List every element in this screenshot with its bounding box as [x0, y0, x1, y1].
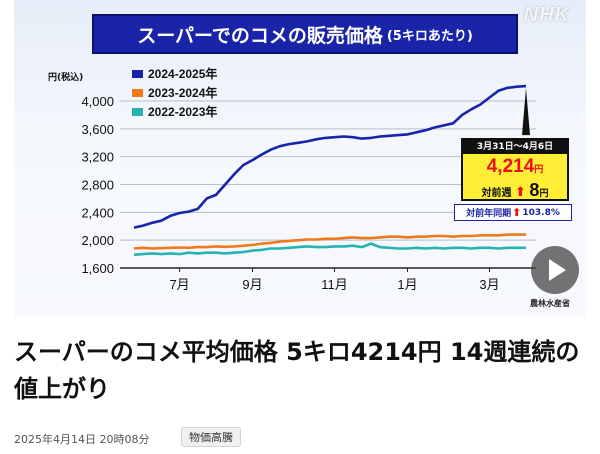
- y-tick-label: 3,600: [81, 122, 114, 137]
- price-chart: 1,600 2,000 2,400 2,800 3,200 3,600 4,000 7月 9月…: [48, 66, 536, 292]
- callout-week-label: 対前週: [481, 188, 512, 199]
- callout-price-unit: 円: [534, 165, 544, 175]
- series-line-2022-2023年: [133, 242, 526, 257]
- category-tag[interactable]: 物価高騰: [181, 427, 241, 447]
- callout-week-value: 8: [529, 180, 540, 200]
- x-tick-label: 9月: [242, 277, 262, 292]
- yoy-label: 対前年同期: [466, 209, 512, 219]
- legend-swatch: [132, 108, 143, 116]
- legend-label: 2023-2024年: [148, 85, 217, 100]
- chart-title-text: スーパーでのコメの販売価格: [137, 24, 383, 47]
- series-line-2024-2025年: [133, 84, 527, 229]
- y-tick-label: 4,000: [81, 94, 114, 109]
- latest-price-callout: 3月31日～4月6日 4,214円 対前週 ⬆ 8円: [461, 138, 569, 201]
- x-tick-label: 3月: [479, 277, 499, 292]
- up-arrow-icon: ⬆: [512, 206, 522, 219]
- callout-week-change: 対前週 ⬆ 8円: [463, 181, 567, 203]
- y-tick-label: 1,600: [81, 261, 114, 276]
- nhk-logo: NHK: [523, 4, 570, 26]
- yoy-value: 103.8%: [522, 207, 560, 218]
- legend-swatch: [132, 70, 143, 78]
- legend-label: 2024-2025年: [148, 66, 217, 81]
- x-tick-label: 11月: [321, 277, 348, 292]
- y-axis-unit-label: 円(税込): [48, 71, 83, 83]
- callout-price-value: 4,214: [486, 156, 535, 177]
- article-timestamp: 2025年4月14日 20時08分: [14, 433, 150, 446]
- legend-swatch: [132, 89, 143, 97]
- series-line-2023-2024年: [133, 233, 526, 250]
- callout-week-unit: 円: [539, 189, 549, 199]
- up-arrow-icon: ⬆: [515, 185, 526, 200]
- chart-title: スーパーでのコメの販売価格 (5キロあたり): [92, 14, 518, 54]
- callout-pointer: [522, 88, 530, 136]
- callout-date-range: 3月31日～4月6日: [463, 140, 567, 154]
- play-icon: [549, 259, 566, 281]
- video-play-button[interactable]: [531, 246, 579, 294]
- chart-panel: 1,600 2,000 2,400 2,800 3,200 3,600 4,000 7月 9月…: [14, 0, 586, 317]
- x-tick-label: 7月: [169, 277, 189, 292]
- y-tick-label: 2,400: [81, 205, 114, 220]
- x-tick-label: 1月: [397, 277, 417, 292]
- legend-label: 2022-2023年: [148, 104, 217, 119]
- article-headline: スーパーのコメ平均価格 5キロ4214円 14週連続の値上がり: [14, 338, 580, 403]
- y-tick-label: 2,800: [81, 178, 114, 193]
- year-over-year-box: 対前年同期 ⬆ 103.8%: [454, 204, 572, 221]
- data-source-label: 農林水産省: [530, 299, 570, 308]
- y-tick-label: 3,200: [81, 150, 114, 165]
- chart-subtitle: (5キロあたり): [386, 28, 473, 44]
- callout-price: 4,214円: [463, 156, 567, 181]
- y-tick-label: 2,000: [81, 233, 114, 248]
